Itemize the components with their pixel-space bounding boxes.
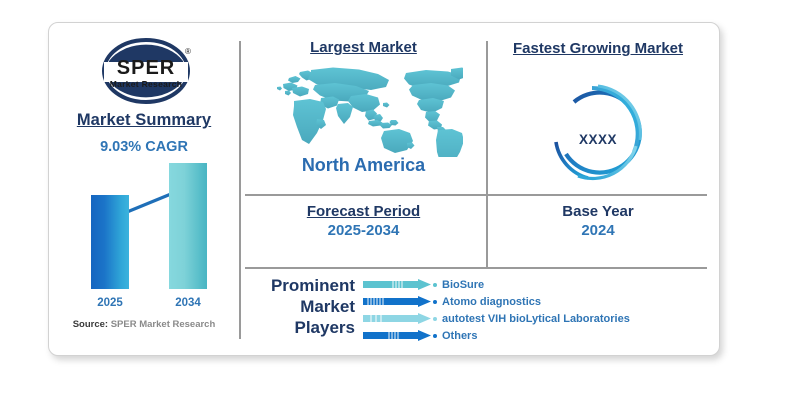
forecast-period-title: Forecast Period bbox=[306, 203, 421, 220]
divider-horizontal-bottom bbox=[245, 267, 707, 269]
world-map-graphic bbox=[277, 67, 463, 157]
bar-2034 bbox=[169, 163, 207, 289]
player-label: Others bbox=[442, 329, 478, 342]
cagr-value: 9.03% CAGR bbox=[100, 139, 188, 155]
fastest-growing-market-title: Fastest Growing Market bbox=[512, 40, 684, 57]
prominent-market-players-cell: Prominent Market Players BioSure bbox=[49, 273, 721, 357]
fastest-growing-market-value: XXXX bbox=[578, 132, 618, 147]
bar-label-2025: 2025 bbox=[97, 297, 123, 309]
bar-label-2034: 2034 bbox=[175, 297, 201, 309]
list-item: Atomo diagnostics bbox=[363, 293, 713, 310]
player-label: Atomo diagnostics bbox=[442, 295, 542, 308]
bullet-dot-icon bbox=[433, 333, 437, 338]
source-value: SPER Market Research bbox=[108, 319, 216, 330]
bullet-dot-icon bbox=[433, 299, 437, 304]
svg-text:SPER: SPER bbox=[117, 57, 175, 79]
bar-2025 bbox=[91, 195, 129, 289]
forecast-period-cell: Forecast Period 2025-2034 bbox=[241, 203, 486, 265]
bullet-dot-icon bbox=[433, 316, 437, 321]
market-size-bar-chart: 2025 2034 bbox=[69, 163, 229, 313]
list-item: BioSure bbox=[363, 276, 713, 293]
base-year-value: 2024 bbox=[581, 222, 615, 239]
largest-market-cell: Largest Market bbox=[241, 39, 486, 194]
svg-text:®: ® bbox=[185, 47, 191, 56]
arrow-bar-icon bbox=[363, 313, 431, 324]
market-summary-title: Market Summary bbox=[76, 111, 212, 129]
largest-market-title: Largest Market bbox=[310, 39, 417, 56]
source-label: Source: bbox=[72, 319, 109, 330]
sper-logo: SPER Market Research ® bbox=[87, 35, 205, 107]
list-item: autotest VIH bioLytical Laboratories bbox=[363, 310, 713, 327]
player-list: BioSure Atomo diagnostics bbox=[363, 276, 713, 344]
base-year-title: Base Year bbox=[562, 203, 634, 220]
source-note: Source: SPER Market Research bbox=[49, 319, 239, 330]
market-summary-infographic: SPER Market Research ® Market Summary 9.… bbox=[48, 22, 720, 356]
arrow-bar-icon bbox=[363, 330, 431, 341]
arrow-bar-icon bbox=[363, 279, 431, 290]
fastest-growing-market-cell: Fastest Growing Market bbox=[489, 39, 707, 194]
divider-vertical-right bbox=[486, 41, 488, 269]
player-label: BioSure bbox=[442, 278, 485, 291]
list-item: Others bbox=[363, 327, 713, 344]
forecast-period-value: 2025-2034 bbox=[327, 222, 400, 239]
player-label: autotest VIH bioLytical Laboratories bbox=[442, 312, 630, 325]
svg-text:Market Research: Market Research bbox=[110, 79, 183, 89]
largest-market-value: North America bbox=[301, 155, 426, 175]
divider-vertical-left bbox=[239, 41, 241, 339]
prominent-market-players-heading: Prominent Market Players bbox=[270, 276, 355, 337]
divider-horizontal-top bbox=[245, 194, 707, 196]
bullet-dot-icon bbox=[433, 282, 437, 287]
base-year-cell: Base Year 2024 bbox=[489, 203, 707, 265]
arrow-bar-icon bbox=[363, 296, 431, 307]
circular-ring-graphic bbox=[554, 84, 642, 181]
market-summary-panel: SPER Market Research ® Market Summary 9.… bbox=[49, 23, 239, 357]
